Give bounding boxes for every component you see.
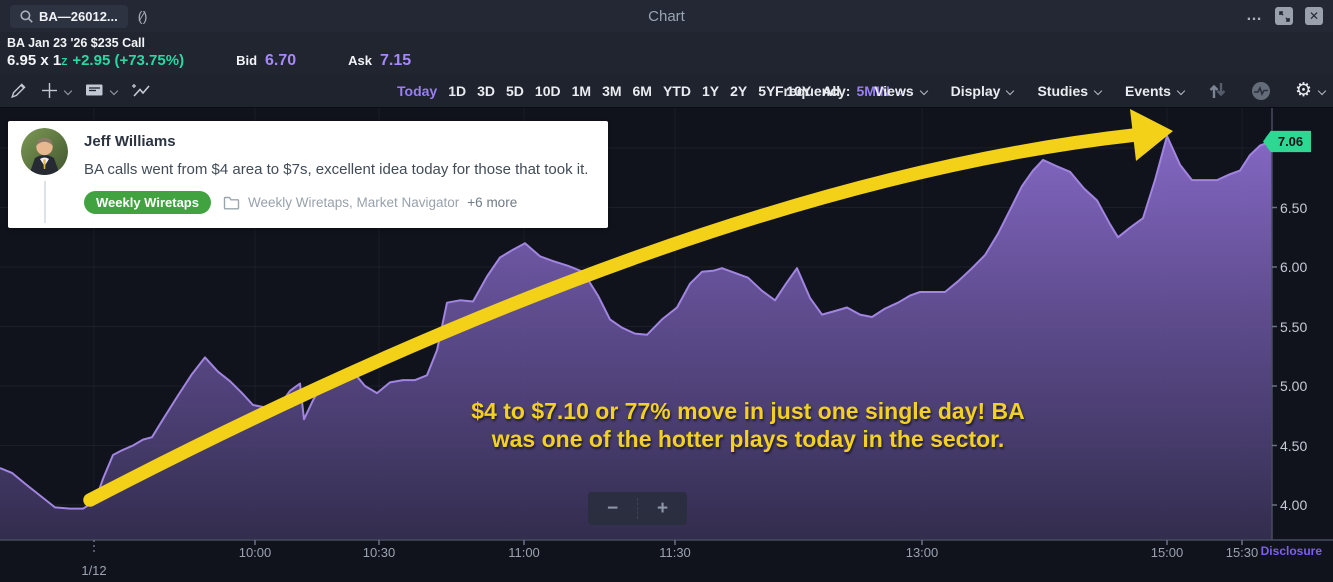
channel-badge[interactable]: Weekly Wiretaps bbox=[84, 191, 211, 214]
chevron-down-icon bbox=[919, 86, 928, 95]
x-axis-label: 13:00 bbox=[905, 545, 939, 560]
menu-events[interactable]: Events bbox=[1125, 83, 1186, 99]
range-3m[interactable]: 3M bbox=[602, 82, 622, 99]
last-price-tag: 7.06 bbox=[1263, 130, 1311, 153]
chart-region[interactable]: 6.50 6.00 5.50 5.00 4.50 4.00 1/12 10:00 10:30 1… bbox=[0, 108, 1333, 582]
range-10d[interactable]: 10D bbox=[534, 82, 561, 99]
y-axis-label: 5.00 bbox=[1280, 378, 1308, 394]
zoom-controls: − + bbox=[588, 492, 687, 525]
globe-pulse-icon[interactable] bbox=[1251, 81, 1271, 101]
ask-label: Ask bbox=[348, 53, 373, 68]
range-5y[interactable]: 5Y bbox=[758, 82, 776, 99]
chevron-down-icon bbox=[109, 86, 119, 95]
bid-label: Bid bbox=[236, 53, 258, 68]
testimonial-card: Jeff Williams BA calls went from $4 area… bbox=[8, 121, 608, 228]
range-10y[interactable]: 10Y bbox=[786, 82, 812, 99]
crosshair-tool[interactable] bbox=[41, 82, 73, 99]
news-tool[interactable] bbox=[85, 83, 119, 98]
window-title: Chart bbox=[648, 7, 685, 25]
price-series bbox=[0, 135, 1273, 540]
bid-value: 6.70 bbox=[265, 52, 297, 69]
x-axis-label: 15:30 bbox=[1225, 545, 1259, 560]
crosshair-icon bbox=[42, 83, 57, 98]
chart-link-icon[interactable]: (⁄) bbox=[137, 8, 148, 24]
y-axis-label: 4.00 bbox=[1280, 497, 1308, 513]
y-axis-label: 6.50 bbox=[1280, 199, 1308, 216]
ask-value: 7.15 bbox=[380, 52, 412, 69]
y-axis-label: 4.50 bbox=[1280, 437, 1308, 454]
instrument-name: BA Jan 23 '26 $235 Call bbox=[7, 36, 146, 50]
chevron-down-icon bbox=[1176, 86, 1186, 95]
x-axis-label: 15:00 bbox=[1150, 545, 1184, 560]
range-1m[interactable]: 1M bbox=[571, 82, 592, 99]
symbol-search-value: BA—26012... bbox=[39, 8, 118, 24]
chevron-down-icon bbox=[1006, 86, 1015, 95]
chevron-down-icon bbox=[1093, 86, 1103, 95]
category-list[interactable]: Weekly Wiretaps, Market Navigator bbox=[247, 195, 460, 210]
chart-settings[interactable]: ⚙ bbox=[1294, 80, 1327, 101]
range-today[interactable]: Today bbox=[397, 82, 438, 99]
frequency-label: Frequency: bbox=[775, 82, 851, 99]
chevron-down-icon bbox=[63, 86, 73, 95]
x-axis-label: 10:30 bbox=[362, 545, 396, 560]
restore-glyph-icon bbox=[1278, 10, 1290, 22]
thread-line bbox=[44, 181, 46, 223]
close-icon[interactable]: ✕ bbox=[1305, 7, 1323, 25]
menu-display[interactable]: Display bbox=[951, 83, 1015, 99]
transfer-arrows-icon[interactable] bbox=[1208, 82, 1227, 99]
x-axis-label: 11:30 bbox=[659, 545, 691, 560]
draw-pencil-icon[interactable] bbox=[10, 82, 27, 99]
zoom-in-button[interactable]: + bbox=[656, 498, 669, 519]
toolbar-menus: Views Display Studies Events ⚙ bbox=[874, 80, 1327, 101]
window-title-bar: BA—26012... (⁄) Chart … ✕ bbox=[0, 0, 1333, 32]
range-all[interactable]: All bbox=[822, 82, 841, 99]
range-1d[interactable]: 1D bbox=[448, 82, 467, 99]
price-area-chart bbox=[0, 108, 1333, 554]
x-axis-label: 11:00 bbox=[508, 545, 540, 560]
zoom-out-button[interactable]: − bbox=[606, 498, 619, 519]
news-icon bbox=[86, 84, 103, 96]
range-3d[interactable]: 3D bbox=[477, 82, 496, 99]
gear-icon: ⚙ bbox=[1294, 80, 1312, 101]
time-range-selector: Today 1D 3D 5D 10D 1M 3M 6M YTD 1Y 2Y 5Y 10Y All bbox=[397, 83, 840, 99]
search-icon bbox=[20, 9, 33, 23]
testimonial-message: BA calls went from $4 area to $7s, excel… bbox=[84, 161, 589, 178]
range-6m[interactable]: 6M bbox=[632, 82, 652, 99]
avatar bbox=[21, 128, 68, 175]
y-axis-label: 5.50 bbox=[1280, 318, 1308, 335]
menu-studies[interactable]: Studies bbox=[1037, 83, 1103, 99]
maximize-icon[interactable] bbox=[1275, 7, 1293, 25]
author-name: Jeff Williams bbox=[84, 133, 176, 150]
y-axis-label: 6.00 bbox=[1280, 259, 1308, 275]
more-options-icon[interactable]: … bbox=[1246, 7, 1263, 24]
chevron-down-icon bbox=[1317, 86, 1327, 95]
range-1y[interactable]: 1Y bbox=[701, 82, 720, 99]
folder-icon bbox=[223, 196, 240, 209]
more-categories[interactable]: +6 more bbox=[467, 195, 518, 210]
disclosure-link[interactable]: Disclosure bbox=[1260, 544, 1322, 558]
x-axis-label: 10:00 bbox=[238, 545, 272, 560]
chart-toolbar: Today 1D 3D 5D 10D 1M 3M 6M YTD 1Y 2Y 5Y 10Y All Freq… bbox=[0, 74, 1333, 108]
last-price: 6.95 x 1 bbox=[7, 52, 62, 69]
x-axis-label: 1/12 bbox=[81, 563, 107, 578]
annotation-text: $4 to $7.10 or 77% move in just one sing… bbox=[428, 397, 1068, 453]
symbol-search-input[interactable]: BA—26012... bbox=[10, 4, 128, 28]
frequency-control[interactable]: Frequency: 5MIN bbox=[775, 82, 905, 99]
pattern-tool-icon[interactable] bbox=[131, 83, 151, 99]
range-5d[interactable]: 5D bbox=[506, 82, 524, 99]
chart-axes bbox=[0, 108, 1333, 554]
annotation-line2: was one of the hotter plays today in the… bbox=[491, 426, 1005, 452]
frequency-value: 5MIN bbox=[856, 82, 890, 99]
menu-views[interactable]: Views bbox=[874, 83, 928, 99]
range-ytd[interactable]: YTD bbox=[662, 82, 691, 99]
zoom-divider bbox=[637, 498, 638, 519]
annotation-line1: $4 to $7.10 or 77% move in just one sing… bbox=[471, 398, 1025, 424]
range-2y[interactable]: 2Y bbox=[730, 82, 748, 99]
avatar-photo-icon bbox=[21, 128, 68, 175]
price-change: +2.95 (+73.75%) bbox=[72, 52, 185, 69]
